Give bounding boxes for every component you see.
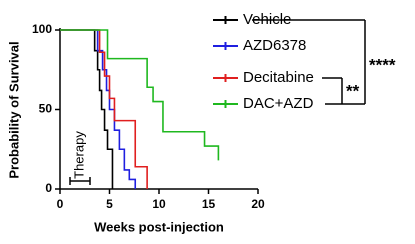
x-tick-label: 0 bbox=[57, 197, 64, 211]
x-tick-label: 15 bbox=[202, 197, 216, 211]
y-tick-label: 0 bbox=[45, 181, 52, 195]
y-tick-label: 50 bbox=[39, 102, 53, 116]
x-tick-label: 5 bbox=[106, 197, 113, 211]
survival-curve bbox=[60, 29, 114, 189]
y-axis-title: Probability of Survival bbox=[6, 41, 21, 178]
significance-label: **** bbox=[369, 55, 396, 74]
y-tick-label: 100 bbox=[32, 22, 52, 36]
legend-label: DAC+AZD bbox=[243, 95, 314, 112]
survival-curve bbox=[60, 29, 148, 189]
therapy-label: Therapy bbox=[71, 131, 86, 179]
legend-label: Vehicle bbox=[243, 11, 291, 28]
legend-label: Decitabine bbox=[243, 69, 314, 86]
x-axis-title: Weeks post-injection bbox=[94, 219, 224, 234]
legend-label: AZD6378 bbox=[243, 37, 306, 54]
significance-brackets bbox=[252, 19, 366, 105]
x-tick-label: 10 bbox=[152, 197, 166, 211]
therapy-bar bbox=[69, 177, 91, 185]
survival-curve bbox=[60, 29, 220, 161]
significance-label: ** bbox=[346, 81, 360, 100]
x-tick-label: 20 bbox=[251, 197, 265, 211]
